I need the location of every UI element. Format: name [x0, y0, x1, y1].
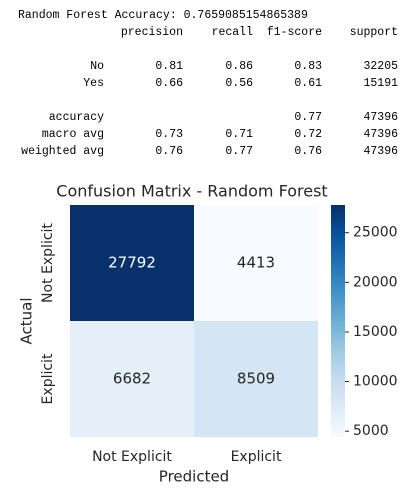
report-header: f1-score [267, 26, 322, 39]
report-cell: 47396 [363, 128, 398, 141]
report-cell: 0.81 [155, 60, 183, 73]
colorbar-tick-label: 5000 [353, 423, 389, 439]
y-tick-label: Explicit [40, 353, 56, 404]
heatmap-cell [194, 321, 318, 437]
report-row-label: accuracy [49, 111, 104, 124]
report-cell: 0.77 [294, 111, 322, 124]
y-tick-label: Not Explicit [40, 223, 56, 303]
report-header: precision [121, 26, 183, 39]
cell-label: 8509 [237, 370, 275, 388]
colorbar-tick-label: 15000 [353, 324, 398, 340]
x-axis-label: Predicted [159, 468, 229, 486]
report-cell: 0.86 [225, 60, 253, 73]
report-cell: 0.72 [294, 128, 322, 141]
report-row-label: weighted avg [21, 145, 104, 158]
x-tick-label: Explicit [231, 449, 282, 465]
cell-label: 6682 [113, 370, 151, 388]
x-tick-label: Not Explicit [92, 449, 172, 465]
report-row-label: Yes [83, 77, 104, 90]
report-cell: 32205 [363, 60, 398, 73]
heatmap-cell [70, 205, 194, 321]
report-cell: 47396 [363, 111, 398, 124]
report-header: recall [212, 26, 254, 39]
report-cell: 47396 [363, 145, 398, 158]
report-cell: 0.76 [294, 145, 322, 158]
cell-label: 27792 [108, 254, 156, 272]
report-cell: 0.77 [225, 145, 253, 158]
report-title: Random Forest Accuracy: 0.76590851548653… [18, 9, 308, 22]
report-cell: 0.66 [155, 77, 183, 90]
heatmap-cell [194, 205, 318, 321]
heatmap-cell [70, 321, 194, 437]
report-cell: 0.76 [155, 145, 183, 158]
chart-title: Confusion Matrix - Random Forest [56, 182, 327, 201]
report-header: support [350, 26, 398, 39]
report-cell: 0.56 [225, 77, 253, 90]
colorbar-tick-label: 10000 [353, 374, 398, 390]
y-axis-label: Actual [18, 298, 36, 345]
report-row-label: No [90, 60, 104, 73]
colorbar-tick-label: 25000 [353, 225, 398, 241]
report-cell: 0.71 [225, 128, 253, 141]
report-cell: 0.61 [294, 77, 322, 90]
cell-label: 4413 [237, 254, 275, 272]
report-row-label: macro avg [42, 128, 104, 141]
report-cell: 0.83 [294, 60, 322, 73]
report-cell: 0.73 [155, 128, 183, 141]
colorbar-tick-label: 20000 [353, 274, 398, 290]
report-cell: 15191 [363, 77, 398, 90]
colorbar [331, 205, 345, 437]
